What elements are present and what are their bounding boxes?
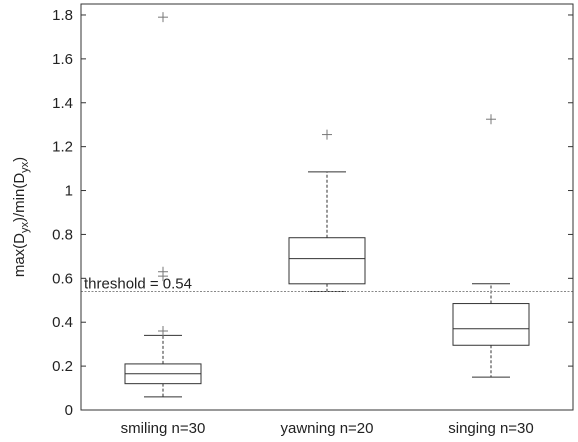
- y-axis-label-part-3: ): [11, 157, 28, 162]
- outlier-marker: [158, 12, 168, 23]
- outlier-marker: [158, 325, 168, 336]
- y-tick-label: 0.6: [52, 270, 73, 287]
- y-axis-label-subscript-1: yx: [19, 222, 31, 234]
- box: [288, 237, 366, 285]
- y-tick-label: 1.8: [52, 7, 73, 24]
- x-category-label: yawning n=20: [281, 420, 374, 437]
- y-tick-label: 0.2: [52, 358, 73, 375]
- y-tick-label: 1.4: [52, 95, 73, 112]
- threshold-label: threshold = 0.54: [84, 275, 192, 292]
- y-tick-label: 1.6: [52, 51, 73, 68]
- y-tick-label: 0.4: [52, 314, 73, 331]
- y-tick-label: 1: [65, 183, 73, 200]
- box-group: [124, 12, 202, 398]
- y-axis-label: max(Dyx)/min(Dyx): [11, 157, 31, 277]
- box-group: [288, 129, 366, 292]
- y-axis-label-part-2: )/min(D: [11, 173, 28, 222]
- y-tick-label: 0: [65, 402, 73, 419]
- boxes-layer: [124, 12, 530, 398]
- y-tick-label: 1.2: [52, 139, 73, 156]
- x-category-label: smiling n=30: [121, 420, 206, 437]
- y-tick-label: 0.8: [52, 226, 73, 243]
- x-category-label: singing n=30: [448, 420, 534, 437]
- outlier-marker: [322, 129, 332, 140]
- y-axis-label-subscript-2: yx: [19, 161, 31, 173]
- box-group: [452, 114, 530, 378]
- plot-frame: [80, 3, 574, 411]
- y-axis-ticks: 0 0.2 0.4 0.6 0.8 1 1.2 1.4 1.6 1.8: [52, 7, 573, 419]
- y-axis-label-part-1: max(D: [11, 233, 28, 277]
- x-axis-labels: smiling n=30 yawning n=20 singing n=30: [121, 420, 534, 437]
- outlier-marker: [158, 266, 168, 277]
- outlier-marker: [486, 114, 496, 125]
- box: [452, 303, 530, 346]
